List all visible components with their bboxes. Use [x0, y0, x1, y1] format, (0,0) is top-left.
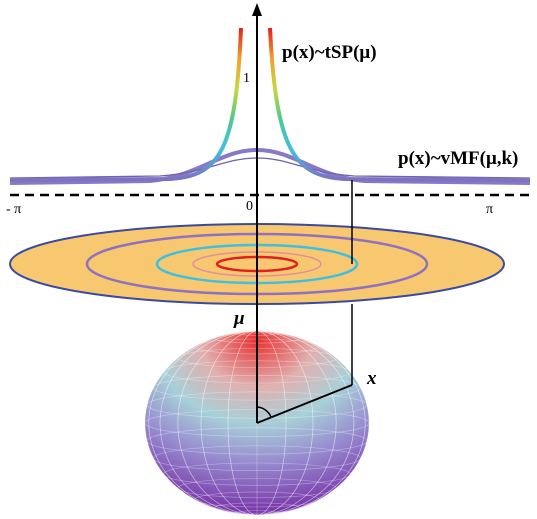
angle-arc [256, 406, 272, 418]
latitude [234, 510, 280, 517]
tsp-curve-left [9, 27, 243, 182]
vmf-label: p(x)~vMF(μ,k) [398, 148, 518, 169]
zero-label: 0 [246, 199, 253, 214]
mu-label: μ [233, 308, 245, 329]
neg-pi-label: - π [6, 202, 21, 217]
latitude [194, 491, 320, 508]
x-label: x [366, 368, 377, 389]
tsp-curve-right [268, 27, 531, 182]
latitude [177, 478, 337, 498]
x-vector [256, 384, 353, 424]
latitude [153, 445, 361, 471]
tsp-tick: 1 [243, 71, 250, 86]
tsp-label: p(x)~tSP(μ) [282, 42, 377, 63]
arrow-head [252, 3, 262, 16]
latitude [146, 427, 368, 455]
pi-label: π [486, 202, 493, 217]
latitude [163, 462, 351, 486]
latitude [213, 502, 301, 514]
